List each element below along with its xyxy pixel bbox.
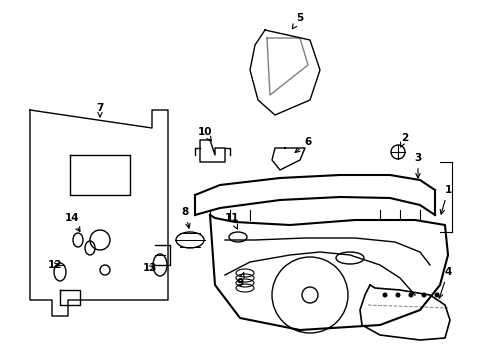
Circle shape [434,292,439,297]
Circle shape [421,292,426,297]
Text: 10: 10 [197,127,212,141]
Text: 8: 8 [181,207,190,228]
Text: 5: 5 [292,13,303,29]
Text: 3: 3 [413,153,421,178]
Text: 7: 7 [96,103,103,117]
Circle shape [382,292,386,297]
Text: 4: 4 [438,267,451,298]
Text: 13: 13 [142,263,157,273]
Text: 6: 6 [295,137,311,153]
Circle shape [407,292,413,297]
Text: 14: 14 [64,213,80,231]
Text: 9: 9 [236,273,244,288]
Text: 2: 2 [400,133,408,147]
Circle shape [395,292,400,297]
Text: 1: 1 [439,185,451,214]
Text: 12: 12 [48,260,62,270]
Text: 11: 11 [224,213,239,229]
